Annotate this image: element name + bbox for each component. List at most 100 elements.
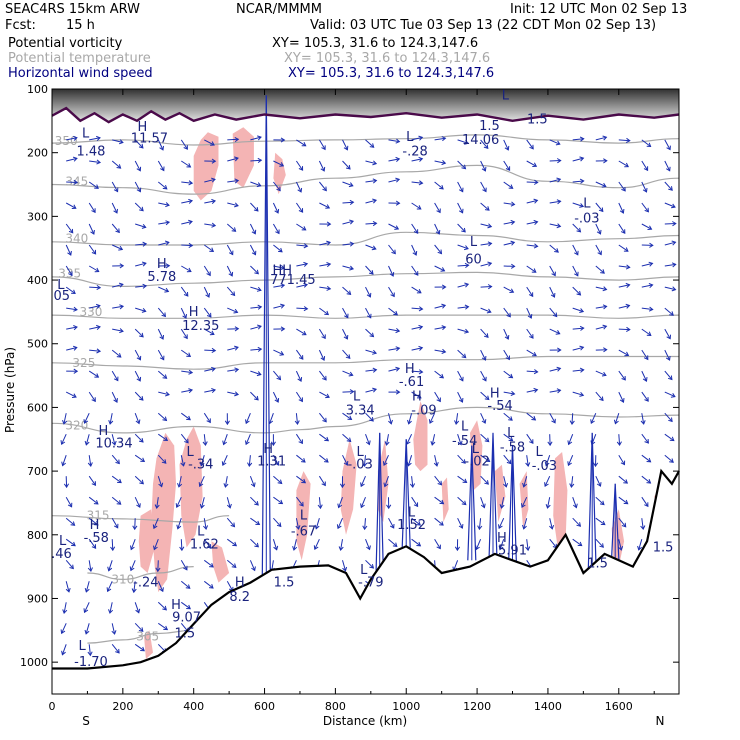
init-time: Init: 12 UTC Mon 02 Sep 13 [510,2,688,17]
wind-vector [547,497,551,509]
wind-vector-head [72,156,78,162]
wind-vector [526,412,536,421]
wind-vector-head [162,605,167,611]
wind-vector [411,223,419,234]
center-title: NCAR/MMMM [236,2,322,17]
wind-vector [134,454,145,462]
wind-vector-head [234,326,240,332]
wind-vector [526,370,538,373]
wind-vector [85,581,90,593]
wind-vector [157,307,166,317]
wind-vector-head [317,504,323,510]
wind-vector-head [254,542,259,548]
wind-vector [365,369,377,372]
wind-vector-head [270,441,276,447]
wind-vector-head [255,520,261,526]
wind-vector [360,497,366,508]
wind-vector [65,223,74,234]
wind-vector-head [297,377,303,382]
wind-vector [457,517,463,529]
wind-vector-head [211,388,217,394]
pv-extremum-label: 9.07 [172,611,201,626]
wind-vector [388,517,395,529]
wind-vector-head [253,207,259,212]
wind-vector [180,286,189,297]
wind-vector [295,370,302,382]
wind-vector [199,475,205,487]
wind-vector [89,160,101,163]
wind-vector-head [549,524,555,530]
wind-vector [295,160,304,171]
wind-vector-head [393,310,399,316]
wind-vector-head [277,479,283,485]
wind-vector [342,243,354,246]
wind-vector-head [599,500,605,506]
wind-vector [478,518,482,530]
wind-vector [227,157,239,162]
wind-vector-head [372,198,378,204]
wind-vector [618,181,626,192]
wind-vector [204,200,216,204]
wind-vector-head [579,156,585,162]
wind-vector-head [461,500,467,506]
left-endpoint-label: S [82,714,90,728]
wind-vector-head [436,544,441,550]
wind-vector [65,517,75,526]
wind-vector-head [601,371,607,377]
wind-vector-head [83,608,89,614]
wind-vector [158,241,170,246]
wind-vector-head [620,229,626,234]
wind-vector-head [441,303,447,309]
wind-vector [318,475,326,486]
wind-vector-head [256,371,262,377]
wind-vector-head [392,542,398,547]
pv-extremum-label: L [535,445,543,460]
wind-vector-head [389,523,395,529]
wind-vector [134,139,144,149]
wind-vector [572,346,584,351]
wind-vector [664,263,676,267]
wind-vector-head [506,312,511,318]
wind-vector-head [440,267,446,272]
wind-vector [135,223,146,228]
wind-vector-head [454,420,460,426]
wind-vector [411,181,423,184]
wind-vector [386,434,389,446]
wind-vector [65,286,76,294]
wind-vector [66,157,78,162]
wind-vector-head [598,207,604,213]
wind-vector [480,370,487,382]
wind-vector-head [413,229,419,234]
isentrope-line [52,355,679,370]
wind-vector-head [441,284,447,290]
wind-vector-head [245,419,250,425]
wind-vector-head [644,397,649,402]
wind-vector-head [666,145,671,151]
wind-vector [295,413,298,425]
wind-vector-head [458,187,464,193]
wind-vector [618,328,630,331]
wind-vector [65,581,70,593]
wind-vector [641,518,644,530]
wind-vector [595,517,606,526]
wind-vector-head [320,166,326,172]
wind-vector-head [567,461,572,467]
wind-vector-head [338,546,344,552]
wind-vector [664,202,676,208]
wind-vector-head [621,522,627,528]
wind-vector [181,370,193,374]
wind-vector-head [599,396,604,402]
pv-extremum-label: -.34 [188,458,213,473]
wind-vector-head [320,356,326,361]
wind-vector [153,518,159,529]
wind-vector-head [437,480,443,486]
wind-vector-head [132,525,138,531]
wind-vector-head [113,187,119,193]
wind-vector-head [666,166,671,172]
wind-vector [434,202,441,213]
wind-vector [549,538,558,549]
wind-vector-head [461,353,467,359]
wind-vector [383,454,389,466]
wind-vector-head [199,461,205,467]
wind-vector [227,391,239,395]
